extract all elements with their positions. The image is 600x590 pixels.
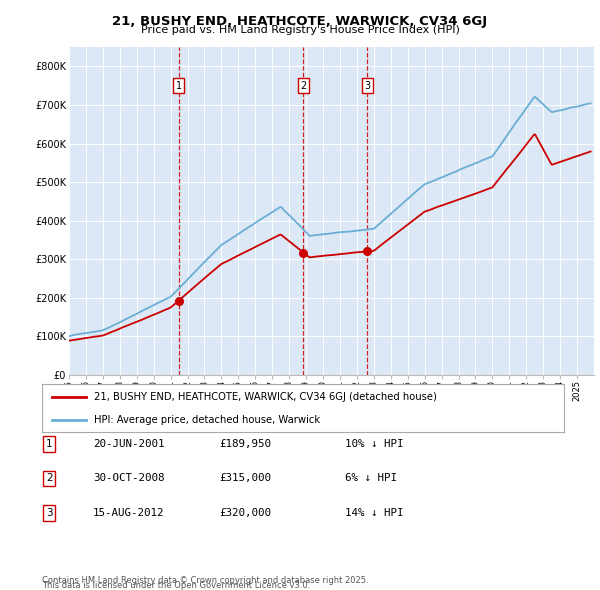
Text: £315,000: £315,000 xyxy=(219,474,271,483)
Text: 15-AUG-2012: 15-AUG-2012 xyxy=(93,509,164,518)
Text: This data is licensed under the Open Government Licence v3.0.: This data is licensed under the Open Gov… xyxy=(42,581,310,590)
Text: Contains HM Land Registry data © Crown copyright and database right 2025.: Contains HM Land Registry data © Crown c… xyxy=(42,576,368,585)
Text: 1: 1 xyxy=(176,81,182,91)
Text: HPI: Average price, detached house, Warwick: HPI: Average price, detached house, Warw… xyxy=(94,415,320,425)
Text: 3: 3 xyxy=(364,81,370,91)
Text: 30-OCT-2008: 30-OCT-2008 xyxy=(93,474,164,483)
Text: 2: 2 xyxy=(300,81,307,91)
Text: 14% ↓ HPI: 14% ↓ HPI xyxy=(345,509,404,518)
Text: 3: 3 xyxy=(46,509,53,518)
Text: 1: 1 xyxy=(46,439,53,448)
Text: £320,000: £320,000 xyxy=(219,509,271,518)
Text: 6% ↓ HPI: 6% ↓ HPI xyxy=(345,474,397,483)
Text: 21, BUSHY END, HEATHCOTE, WARWICK, CV34 6GJ (detached house): 21, BUSHY END, HEATHCOTE, WARWICK, CV34 … xyxy=(94,392,437,402)
Text: Price paid vs. HM Land Registry's House Price Index (HPI): Price paid vs. HM Land Registry's House … xyxy=(140,25,460,35)
Text: 21, BUSHY END, HEATHCOTE, WARWICK, CV34 6GJ: 21, BUSHY END, HEATHCOTE, WARWICK, CV34 … xyxy=(112,15,488,28)
Text: 10% ↓ HPI: 10% ↓ HPI xyxy=(345,439,404,448)
Text: 20-JUN-2001: 20-JUN-2001 xyxy=(93,439,164,448)
Text: 2: 2 xyxy=(46,474,53,483)
Text: £189,950: £189,950 xyxy=(219,439,271,448)
